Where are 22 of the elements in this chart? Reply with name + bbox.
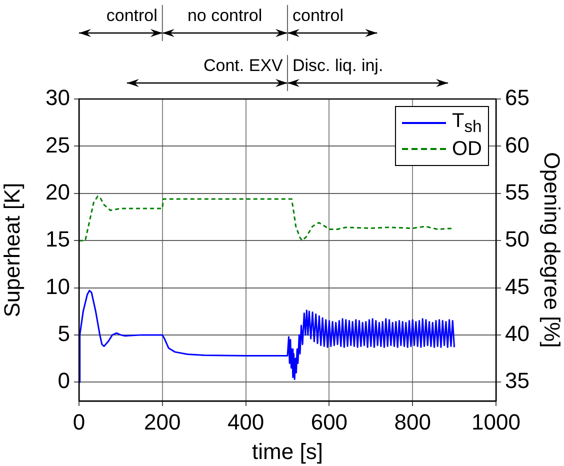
- x-tick-label: 400: [227, 409, 264, 434]
- y-tick-label: 10: [46, 274, 70, 299]
- y2-tick-label: 40: [505, 321, 530, 346]
- legend-label: T$_{sh}$: [452, 110, 482, 136]
- x-tick-label: 200: [144, 409, 181, 434]
- y2-tick-label: 50: [505, 226, 530, 252]
- y-tick-label: 0: [58, 368, 70, 394]
- y-tick-label: 15: [46, 226, 70, 252]
- y2-axis-title: Opening degree [%]: [540, 152, 564, 348]
- x-tick-label: 600: [310, 409, 348, 434]
- x-axis-title: time [s]: [252, 438, 323, 464]
- x-tick-label: 800: [394, 409, 431, 434]
- x-tick-label: 1000: [472, 409, 520, 434]
- y-axis-title: Superheat [K]: [0, 182, 24, 318]
- legend-label: OD: [452, 138, 482, 160]
- y-tick-label: 20: [46, 179, 70, 204]
- y2-tick-label: 55: [505, 179, 530, 204]
- y2-tick-label: 60: [505, 132, 530, 158]
- y2-tick-label: 45: [505, 274, 530, 299]
- y-tick-label: 25: [46, 132, 70, 158]
- y-tick-label: 5: [58, 321, 70, 346]
- y2-tick-label: 35: [505, 368, 530, 394]
